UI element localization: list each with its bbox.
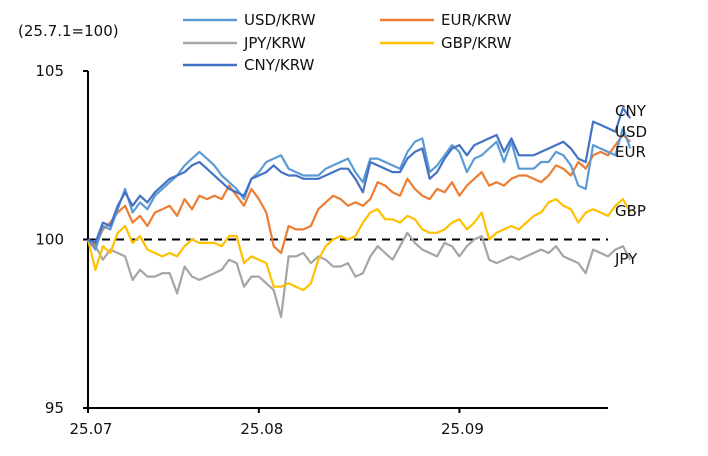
series-line-eur-krw bbox=[87, 133, 632, 255]
end-label-cny: CNY bbox=[615, 102, 647, 120]
legend-label-usd-krw: USD/KRW bbox=[244, 11, 316, 29]
end-label-gbp: GBP bbox=[615, 202, 646, 220]
legend-label-gbp-krw: GBP/KRW bbox=[441, 34, 512, 52]
legend: USD/KRW JPY/KRW CNY/KRW EUR/KRW GBP/KRW bbox=[183, 11, 512, 74]
series-line-cny-krw bbox=[87, 106, 632, 244]
x-tick-label: 25.08 bbox=[240, 420, 283, 438]
end-label-eur: EUR bbox=[615, 143, 646, 161]
y-tick-label: 95 bbox=[45, 399, 64, 417]
end-labels: USD EUR JPY GBP CNY bbox=[614, 102, 647, 268]
x-tick-label: 25.07 bbox=[70, 420, 113, 438]
legend-label-eur-krw: EUR/KRW bbox=[441, 11, 512, 29]
series-line-gbp-krw bbox=[86, 198, 632, 292]
unit-label: (25.7.1=100) bbox=[18, 22, 119, 40]
end-label-usd: USD bbox=[615, 123, 647, 141]
legend-label-cny-krw: CNY/KRW bbox=[244, 56, 315, 74]
y-tick-label: 105 bbox=[35, 62, 64, 80]
legend-label-jpy-krw: JPY/KRW bbox=[243, 34, 306, 52]
y-tick-label: 100 bbox=[35, 231, 64, 249]
end-label-jpy: JPY bbox=[614, 250, 638, 268]
series-line-jpy-krw bbox=[87, 231, 632, 319]
x-tick-label: 25.09 bbox=[441, 420, 484, 438]
axes: 95 100 105 25.07 25.08 25.09 bbox=[35, 62, 608, 438]
series-group bbox=[86, 106, 632, 319]
